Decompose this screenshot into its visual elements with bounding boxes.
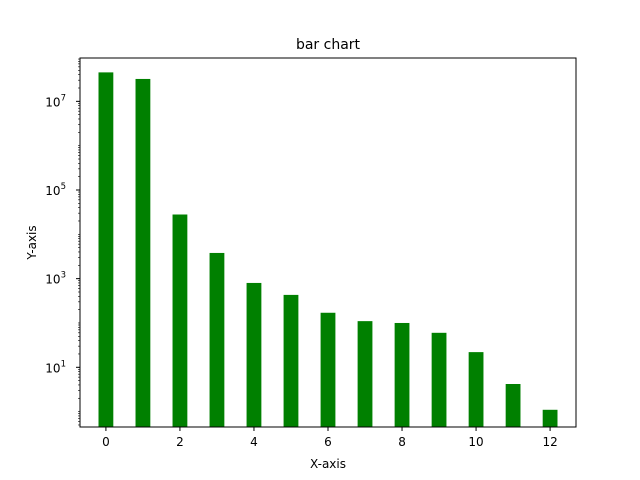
bar-12	[542, 409, 558, 427]
x-tick-label: 12	[542, 435, 557, 449]
y-axis-label: Y-axis	[25, 225, 39, 260]
chart-title: bar chart	[296, 37, 361, 53]
plot-frame	[79, 57, 577, 428]
bars-group	[98, 72, 558, 427]
x-tick-label: 10	[468, 435, 483, 449]
x-tick-label: 2	[176, 435, 184, 449]
x-tick-label: 0	[102, 435, 110, 449]
bar-5	[283, 294, 299, 427]
bar-2	[172, 214, 188, 427]
bar-9	[431, 332, 447, 427]
bar-10	[468, 352, 484, 427]
ticks-group: 0 2 4 6 8 10 12 101 103 105 107	[45, 58, 558, 449]
y-tick-label: 103	[45, 271, 66, 287]
y-tick-label: 105	[45, 182, 66, 198]
bar-6	[320, 312, 336, 427]
bar-4	[246, 282, 262, 427]
bar-11	[505, 384, 521, 427]
bar-1	[135, 78, 151, 427]
y-tick-label: 101	[45, 359, 66, 375]
bar-0	[98, 72, 114, 427]
bar-8	[394, 322, 410, 427]
bar-3	[209, 252, 225, 427]
y-tick-label: 107	[45, 93, 66, 109]
x-axis-label: X-axis	[310, 457, 346, 471]
x-tick-label: 6	[324, 435, 332, 449]
x-tick-label: 4	[250, 435, 258, 449]
x-tick-label: 8	[398, 435, 406, 449]
bar-7	[357, 321, 373, 427]
